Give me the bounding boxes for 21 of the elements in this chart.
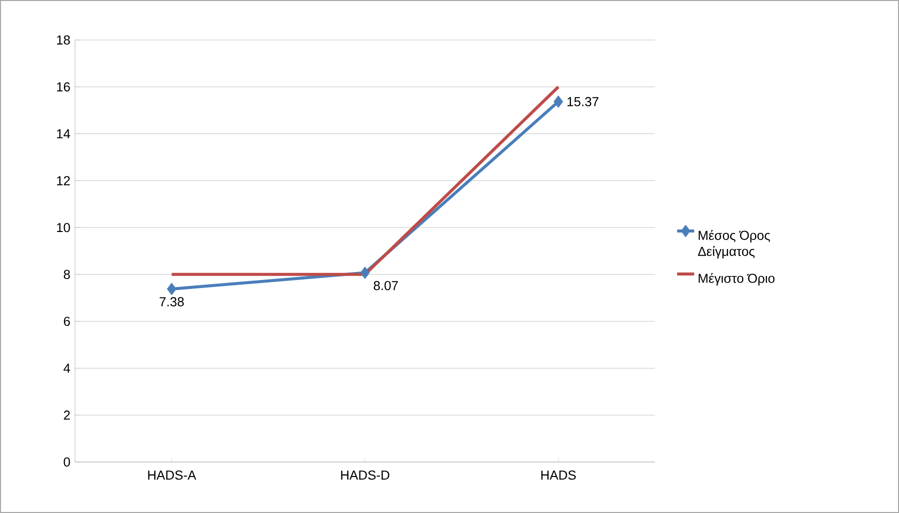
data-label: 8.07 xyxy=(374,280,398,290)
legend-label: Μέσος Όρος Δείγματος xyxy=(698,230,770,259)
y-tick-label: 4 xyxy=(64,364,70,373)
data-label: 15.37 xyxy=(568,97,598,106)
x-tick-label: HADS-D xyxy=(341,470,390,480)
y-tick-label: 6 xyxy=(64,316,70,326)
y-tick-label: 12 xyxy=(57,176,70,186)
point xyxy=(360,266,370,280)
y-tick-label: 14 xyxy=(57,129,70,138)
point xyxy=(554,95,564,108)
y-tick-label: 2 xyxy=(64,410,70,420)
x-tick-label: HADS-A xyxy=(148,470,196,480)
x-tick-label: HADS xyxy=(541,470,576,480)
y-tick-label: 8 xyxy=(64,270,70,280)
y-tick-label: 0 xyxy=(64,457,70,467)
legend-label: Μέγιστο Όριο xyxy=(698,273,775,286)
point xyxy=(166,282,176,296)
y-tick-label: 16 xyxy=(57,82,70,92)
data-label: 7.38 xyxy=(160,297,184,306)
y-tick-label: 10 xyxy=(57,222,70,232)
y-tick-label: 18 xyxy=(57,35,70,45)
